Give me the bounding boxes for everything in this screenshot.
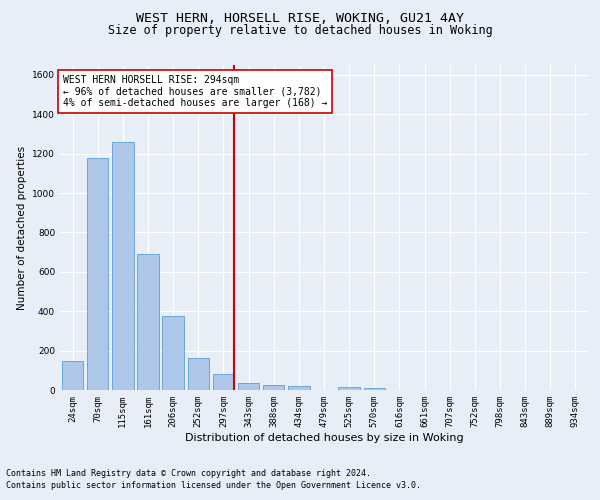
Bar	[213, 374, 234, 390]
Text: Size of property relative to detached houses in Woking: Size of property relative to detached ho…	[107, 24, 493, 37]
Bar	[62, 362, 83, 390]
Text: WEST HERN HORSELL RISE: 294sqm
← 96% of detached houses are smaller (3,782)
4% o: WEST HERN HORSELL RISE: 294sqm ← 96% of …	[62, 74, 327, 108]
X-axis label: Distribution of detached houses by size in Woking: Distribution of detached houses by size …	[185, 432, 463, 442]
Y-axis label: Number of detached properties: Number of detached properties	[17, 146, 26, 310]
Bar	[188, 358, 209, 390]
Bar	[288, 386, 310, 390]
Bar	[163, 316, 184, 390]
Bar	[87, 158, 109, 390]
Bar	[263, 385, 284, 390]
Bar	[338, 387, 360, 390]
Bar	[238, 383, 259, 390]
Bar	[112, 142, 134, 390]
Bar	[364, 388, 385, 390]
Text: WEST HERN, HORSELL RISE, WOKING, GU21 4AY: WEST HERN, HORSELL RISE, WOKING, GU21 4A…	[136, 12, 464, 26]
Bar	[137, 254, 158, 390]
Text: Contains HM Land Registry data © Crown copyright and database right 2024.: Contains HM Land Registry data © Crown c…	[6, 468, 371, 477]
Text: Contains public sector information licensed under the Open Government Licence v3: Contains public sector information licen…	[6, 481, 421, 490]
